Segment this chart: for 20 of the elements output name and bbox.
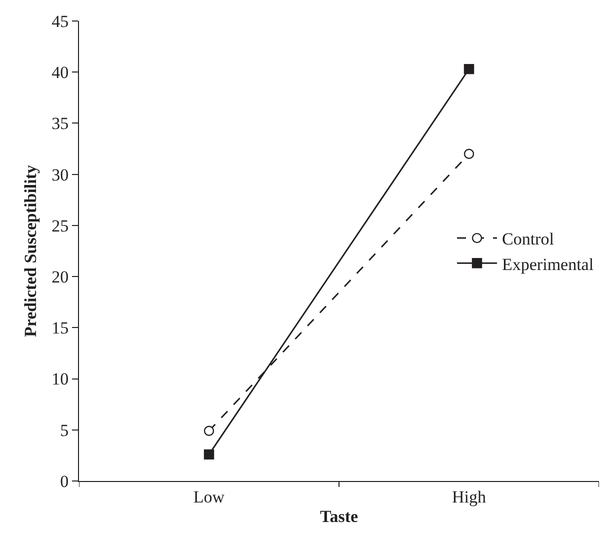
y-axis-title: Predicted Susceptibility — [21, 164, 40, 338]
point — [464, 64, 474, 74]
x-axis-title: Taste — [320, 506, 358, 526]
y-tick-label: 40 — [52, 63, 69, 82]
point — [204, 449, 214, 460]
y-tick-label: 0 — [60, 472, 69, 491]
x-tick-label: High — [452, 487, 486, 506]
y-tick-label: 5 — [60, 420, 69, 440]
x-tick-label: Low — [193, 487, 226, 506]
y-tick-label: 30 — [52, 165, 69, 184]
legend-label: Experimental — [502, 254, 594, 274]
y-tick-label: 20 — [52, 268, 69, 287]
point — [464, 148, 474, 159]
y-tick-label: 25 — [52, 216, 69, 236]
legend-label: Control — [502, 230, 554, 249]
y-tick-label: 15 — [52, 318, 69, 338]
y-tick-label: 35 — [52, 114, 69, 134]
y-tick-label: 45 — [52, 12, 69, 31]
y-tick-label: 10 — [52, 370, 69, 389]
point — [204, 426, 214, 436]
